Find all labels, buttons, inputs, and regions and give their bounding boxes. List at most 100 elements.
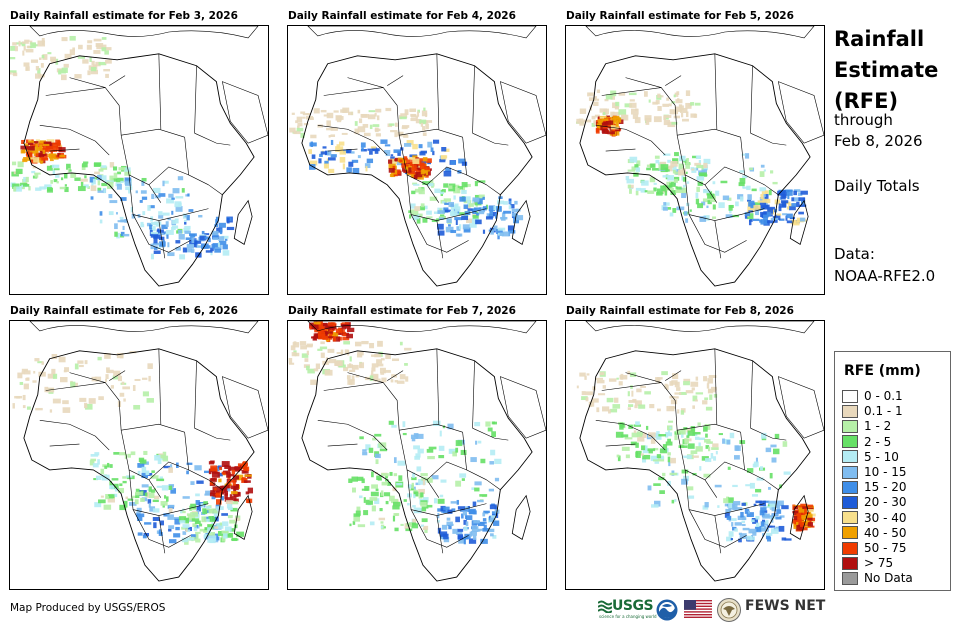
legend-swatch: [842, 480, 858, 494]
state-department-seal-icon: [717, 598, 741, 622]
legend-item: 0 - 0.1: [842, 388, 903, 404]
rainfall-map-5: [288, 321, 546, 582]
data-label: Data:: [834, 245, 875, 263]
through-label: through: [834, 111, 893, 129]
madagascar-outline: [789, 494, 809, 540]
arabia-outline: [499, 81, 546, 144]
panel-title-2: Daily Rainfall estimate for Feb 4, 2026: [288, 10, 516, 22]
arabia-outline: [499, 376, 546, 439]
usgs-logo: USGS science for a changing world: [598, 598, 657, 622]
legend-item: 1 - 2: [842, 418, 891, 434]
legend-label: 0 - 0.1: [864, 389, 903, 403]
africa-coastline: [23, 348, 255, 582]
rainfall-patches: [576, 89, 808, 226]
legend-label: 20 - 30: [864, 495, 907, 510]
legend-item: 15 - 20: [842, 479, 907, 495]
rainfall-map-panel-2: [287, 25, 547, 295]
rainfall-map-panel-6: [565, 320, 825, 590]
europe-outline: [585, 26, 815, 39]
rainfall-map-3: [576, 26, 824, 287]
legend-label: No Data: [864, 571, 913, 586]
legend-label: 10 - 15: [864, 465, 907, 479]
legend-label: 30 - 40: [864, 510, 907, 525]
africa-coastline: [579, 53, 811, 287]
legend-label: 15 - 20: [864, 480, 907, 495]
main-title-line-1: Rainfall: [834, 27, 925, 51]
rainfall-patches: [289, 107, 524, 240]
legend-label: 5 - 10: [864, 449, 899, 464]
legend-item: 30 - 40: [842, 510, 907, 526]
legend-swatch: [842, 495, 858, 509]
rainfall-patches: [12, 351, 254, 545]
rainfall-patches: [10, 35, 235, 260]
usgs-wordmark: USGS: [612, 598, 654, 614]
legend-swatch: [842, 435, 858, 449]
africa-coastline: [579, 348, 811, 582]
arabia-outline: [777, 81, 824, 144]
legend-label: 1 - 2: [864, 419, 892, 434]
legend-swatch: [842, 465, 858, 479]
panel-title-5: Daily Rainfall estimate for Feb 7, 2026: [288, 305, 516, 317]
us-flag-icon: [684, 600, 712, 618]
legend-swatch: [842, 571, 858, 585]
rainfall-map-panel-5: [287, 320, 547, 590]
legend-label: 0.1 - 1: [864, 404, 903, 419]
legend-swatch: [842, 389, 858, 403]
panel-title-4: Daily Rainfall estimate for Feb 6, 2026: [10, 305, 238, 317]
legend-swatch: [842, 404, 858, 418]
madagascar-outline: [511, 494, 531, 540]
rainfall-map-panel-1: [9, 25, 269, 295]
rainfall-patches: [576, 370, 816, 543]
country-borders: [595, 348, 787, 554]
legend-label: 50 - 75: [864, 541, 907, 555]
legend-swatch: [842, 556, 858, 570]
fews-net-wordmark: FEWS NET: [745, 598, 826, 614]
panel-title-1: Daily Rainfall estimate for Feb 3, 2026: [10, 10, 238, 22]
panel-title-3: Daily Rainfall estimate for Feb 5, 2026: [566, 10, 794, 22]
legend-swatch: [842, 526, 858, 540]
legend-item: 40 - 50: [842, 525, 907, 541]
legend-swatch: [842, 450, 858, 464]
legend-item: 5 - 10: [842, 449, 899, 465]
legend-item: 0.1 - 1: [842, 403, 903, 419]
rainfall-map-panel-4: [9, 320, 269, 590]
madagascar-outline: [789, 199, 809, 245]
arabia-outline: [777, 376, 824, 439]
through-date: Feb 8, 2026: [834, 132, 923, 150]
legend-swatch: [842, 419, 858, 433]
legend-title: RFE (mm): [844, 363, 921, 379]
country-borders: [317, 348, 509, 554]
madagascar-outline: [233, 199, 253, 245]
europe-outline: [307, 321, 537, 334]
legend-label: 2 - 5: [864, 434, 892, 449]
main-title-line-2: Estimate: [834, 58, 939, 82]
legend-label: 40 - 50: [864, 525, 907, 540]
africa-coastline: [301, 348, 533, 582]
rainfall-map-4: [12, 321, 268, 582]
rainfall-patches: [288, 321, 502, 545]
country-borders: [39, 348, 231, 554]
country-borders: [317, 53, 509, 259]
data-source: NOAA-RFE2.0: [834, 267, 936, 285]
country-borders: [595, 53, 787, 259]
legend-item: 20 - 30: [842, 494, 907, 510]
europe-outline: [585, 321, 815, 334]
map-credit: Map Produced by USGS/EROS: [10, 602, 166, 614]
arabia-outline: [221, 81, 268, 144]
africa-coastline: [301, 53, 533, 287]
noaa-logo-icon: [656, 599, 678, 621]
legend-item: 2 - 5: [842, 434, 891, 450]
country-borders: [39, 53, 231, 259]
legend-item: > 75: [842, 555, 893, 571]
europe-outline: [29, 321, 259, 334]
legend-item: No Data: [842, 570, 913, 586]
usgs-wave-icon: [598, 600, 612, 613]
rainfall-map-2: [289, 26, 546, 287]
rainfall-map-6: [576, 321, 824, 582]
usgs-tagline: science for a changing world: [599, 614, 657, 619]
legend-item: 10 - 15: [842, 464, 907, 480]
panel-title-6: Daily Rainfall estimate for Feb 8, 2026: [566, 305, 794, 317]
main-title-line-3: (RFE): [834, 89, 899, 113]
madagascar-outline: [511, 199, 531, 245]
arabia-outline: [221, 376, 268, 439]
